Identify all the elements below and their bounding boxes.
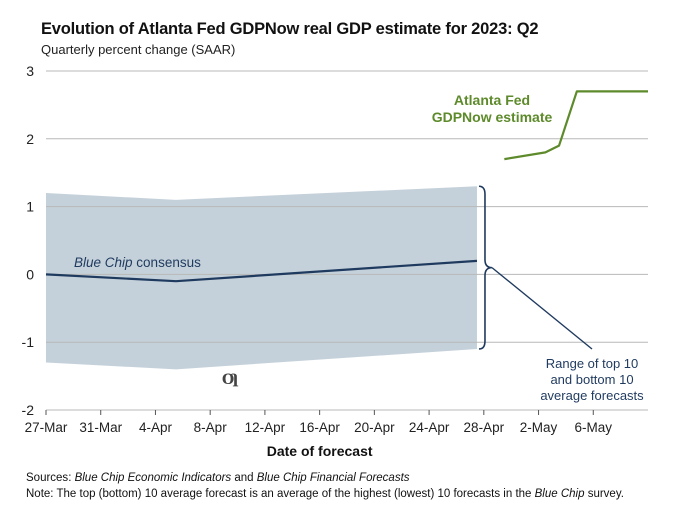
note-label: Note:	[26, 488, 54, 500]
chart-title: Evolution of Atlanta Fed GDPNow real GDP…	[41, 20, 539, 38]
sources-sep: :	[68, 472, 75, 484]
range-label-line2: and bottom 10	[550, 372, 633, 387]
range-label-line1: Range of top 10	[546, 356, 639, 371]
x-tick-label: 31-Mar	[79, 420, 122, 435]
consensus-label-italic: Blue Chip	[74, 255, 133, 270]
sources-italic-2: Blue Chip Financial Forecasts	[256, 472, 410, 484]
sources-italic-1: Blue Chip Economic Indicators	[74, 472, 232, 484]
x-tick-label: 24-Apr	[409, 420, 450, 435]
y-tick-label: 3	[26, 63, 34, 79]
y-tick-label: -2	[22, 402, 35, 418]
x-tick-label: 27-Mar	[25, 420, 68, 435]
x-tick-label: 2-May	[520, 420, 558, 435]
gdpnow-estimate-line	[504, 90, 648, 161]
range-leader-line	[491, 267, 593, 350]
y-tick-label: 2	[26, 131, 34, 147]
x-tick-label: 4-Apr	[139, 420, 173, 435]
x-tick-label: 6-May	[575, 420, 613, 435]
sources-note: Sources: Blue Chip Economic Indicators a…	[26, 472, 410, 484]
range-bracket	[478, 185, 493, 350]
x-tick-label: 28-Apr	[464, 420, 505, 435]
atlanta-fed-logo-icon: Ƣ	[222, 372, 239, 388]
y-tick-label: -1	[22, 334, 35, 350]
chart-subtitle: Quarterly percent change (SAAR)	[41, 42, 236, 57]
note-end: survey.	[584, 488, 624, 500]
note-text: The top (bottom) 10 average forecast is …	[53, 488, 535, 500]
sources-label: Sources	[26, 472, 69, 484]
blue-chip-consensus-line	[45, 259, 478, 283]
x-tick-label: 8-Apr	[194, 420, 228, 435]
gdpnow-label-line2: GDPNow estimate	[432, 109, 553, 125]
consensus-label-rest: consensus	[133, 255, 202, 270]
range-label-line3: average forecasts	[540, 388, 644, 403]
x-tick-label: 12-Apr	[245, 420, 286, 435]
forecast-range-band	[46, 186, 477, 370]
footnote: Note: The top (bottom) 10 average foreca…	[26, 488, 624, 500]
consensus-label: Blue Chip consensus	[74, 255, 201, 270]
gdpnow-label-line1: Atlanta Fed	[454, 92, 530, 108]
x-tick-label: 16-Apr	[299, 420, 340, 435]
y-tick-label: 0	[26, 266, 34, 282]
sources-and: and	[231, 472, 257, 484]
x-axis-title: Date of forecast	[267, 443, 373, 459]
y-tick-label: 1	[26, 199, 34, 215]
note-italic: Blue Chip	[534, 488, 585, 500]
x-tick-label: 20-Apr	[354, 420, 395, 435]
